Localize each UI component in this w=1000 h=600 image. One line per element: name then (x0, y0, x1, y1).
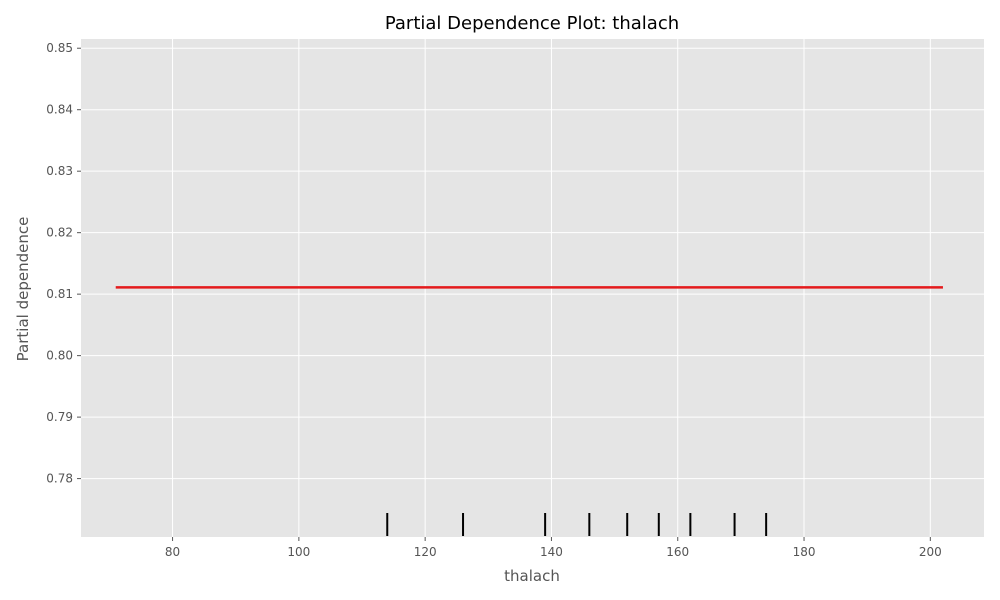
rug-marks (386, 513, 768, 536)
y-tick-label: 0.80 (46, 349, 73, 363)
x-tick-label: 200 (919, 545, 942, 559)
y-tick-label: 0.84 (46, 103, 73, 117)
x-tick-label: 80 (165, 545, 180, 559)
x-tick-label: 180 (793, 545, 816, 559)
y-tick-label: 0.85 (46, 41, 73, 55)
y-tick-label: 0.78 (46, 472, 73, 486)
x-axis-label: thalach (504, 567, 560, 585)
x-tick-label: 160 (666, 545, 689, 559)
y-tick-label: 0.83 (46, 164, 73, 178)
y-axis-label: Partial dependence (14, 217, 32, 362)
x-tick-label: 120 (414, 545, 437, 559)
y-tick-label: 0.82 (46, 226, 73, 240)
y-axis-ticks: 0.78 0.79 0.80 0.81 0.82 0.83 0.84 0.85 (46, 41, 81, 486)
y-tick-label: 0.79 (46, 410, 73, 424)
gridlines (81, 39, 984, 537)
x-axis-ticks: 80 100 120 140 160 180 200 (165, 537, 942, 559)
chart-title: Partial Dependence Plot: thalach (385, 13, 679, 34)
y-tick-label: 0.81 (46, 287, 73, 301)
x-tick-label: 140 (540, 545, 563, 559)
x-tick-label: 100 (287, 545, 310, 559)
